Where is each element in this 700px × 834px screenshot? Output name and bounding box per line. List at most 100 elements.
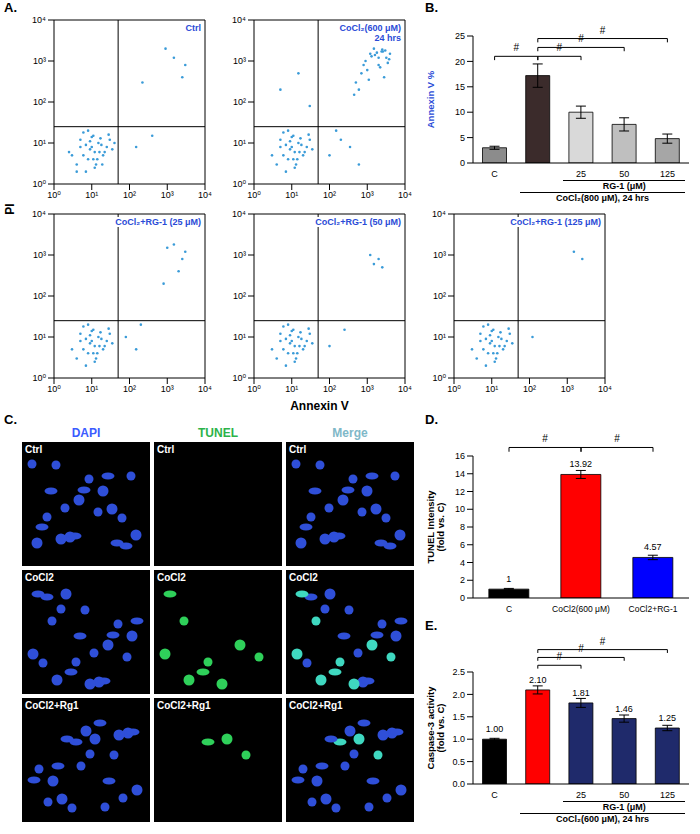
svg-text:C: C bbox=[506, 604, 512, 614]
svg-text:1.81: 1.81 bbox=[572, 688, 590, 698]
svg-text:125: 125 bbox=[660, 790, 675, 800]
svg-text:2.5: 2.5 bbox=[452, 667, 465, 677]
svg-text:#: # bbox=[557, 42, 563, 53]
svg-text:0: 0 bbox=[460, 158, 465, 168]
svg-text:10⁴: 10⁴ bbox=[198, 384, 212, 394]
svg-text:10⁰: 10⁰ bbox=[247, 190, 261, 200]
svg-text:10⁴: 10⁴ bbox=[398, 384, 412, 394]
svg-text:(fold vs. C): (fold vs. C) bbox=[435, 502, 446, 551]
svg-text:#: # bbox=[614, 433, 620, 444]
svg-text:20: 20 bbox=[455, 57, 465, 67]
svg-text:10⁴: 10⁴ bbox=[198, 190, 212, 200]
svg-text:10³: 10³ bbox=[433, 250, 446, 260]
svg-text:25: 25 bbox=[576, 169, 586, 179]
svg-text:10⁰: 10⁰ bbox=[232, 373, 246, 383]
svg-text:12: 12 bbox=[455, 487, 465, 497]
svg-text:10²: 10² bbox=[323, 190, 336, 200]
svg-text:50: 50 bbox=[619, 790, 629, 800]
svg-text:#: # bbox=[578, 643, 584, 654]
svg-text:10⁰: 10⁰ bbox=[432, 373, 446, 383]
svg-text:10²: 10² bbox=[233, 97, 246, 107]
svg-text:2.0: 2.0 bbox=[452, 690, 465, 700]
svg-text:10⁴: 10⁴ bbox=[432, 209, 446, 219]
svg-text:10¹: 10¹ bbox=[433, 332, 446, 342]
svg-text:10²: 10² bbox=[323, 384, 336, 394]
svg-text:25: 25 bbox=[455, 31, 465, 41]
svg-text:10¹: 10¹ bbox=[85, 190, 98, 200]
svg-text:14: 14 bbox=[455, 469, 465, 479]
svg-text:10²: 10² bbox=[33, 291, 46, 301]
svg-text:10⁴: 10⁴ bbox=[232, 15, 246, 25]
svg-text:TUNEL Intensity: TUNEL Intensity bbox=[425, 490, 436, 564]
svg-text:10³: 10³ bbox=[361, 384, 374, 394]
svg-text:1.25: 1.25 bbox=[659, 713, 677, 723]
svg-text:10¹: 10¹ bbox=[33, 332, 46, 342]
svg-text:10¹: 10¹ bbox=[85, 384, 98, 394]
svg-text:10: 10 bbox=[455, 107, 465, 117]
svg-text:10⁰: 10⁰ bbox=[32, 179, 46, 189]
svg-text:10¹: 10¹ bbox=[33, 138, 46, 148]
svg-text:10¹: 10¹ bbox=[233, 332, 246, 342]
svg-text:10⁰: 10⁰ bbox=[447, 384, 461, 394]
svg-text:10²: 10² bbox=[123, 384, 136, 394]
svg-text:0.0: 0.0 bbox=[452, 779, 465, 789]
svg-text:2.10: 2.10 bbox=[529, 675, 547, 685]
svg-text:CoCl2(600 μM): CoCl2(600 μM) bbox=[552, 604, 610, 614]
svg-text:10⁴: 10⁴ bbox=[598, 384, 612, 394]
svg-text:#: # bbox=[600, 25, 606, 36]
svg-text:10³: 10³ bbox=[161, 384, 174, 394]
svg-text:PI: PI bbox=[3, 203, 17, 214]
svg-text:10³: 10³ bbox=[161, 190, 174, 200]
svg-text:10¹: 10¹ bbox=[285, 384, 298, 394]
svg-text:10: 10 bbox=[455, 504, 465, 514]
svg-text:C: C bbox=[491, 790, 498, 800]
svg-text:#: # bbox=[542, 433, 548, 444]
svg-text:10⁰: 10⁰ bbox=[232, 179, 246, 189]
svg-text:15: 15 bbox=[455, 82, 465, 92]
svg-text:10³: 10³ bbox=[561, 384, 574, 394]
svg-text:1.0: 1.0 bbox=[452, 734, 465, 744]
svg-text:16: 16 bbox=[455, 451, 465, 461]
svg-text:8: 8 bbox=[460, 522, 465, 532]
svg-text:0: 0 bbox=[460, 593, 465, 603]
svg-text:50: 50 bbox=[619, 169, 629, 179]
svg-text:#: # bbox=[578, 33, 584, 44]
svg-text:10¹: 10¹ bbox=[485, 384, 498, 394]
svg-text:#: # bbox=[513, 42, 519, 53]
svg-text:10³: 10³ bbox=[33, 250, 46, 260]
svg-text:10⁰: 10⁰ bbox=[247, 384, 261, 394]
svg-text:10²: 10² bbox=[523, 384, 536, 394]
svg-text:Caspase-3 activity: Caspase-3 activity bbox=[425, 686, 436, 770]
svg-text:CoCl2+RG-1: CoCl2+RG-1 bbox=[629, 604, 678, 614]
svg-text:10⁴: 10⁴ bbox=[398, 190, 412, 200]
svg-text:4.57: 4.57 bbox=[644, 542, 662, 552]
svg-text:C: C bbox=[491, 169, 498, 179]
svg-text:10⁴: 10⁴ bbox=[32, 209, 46, 219]
svg-text:10⁴: 10⁴ bbox=[232, 209, 246, 219]
svg-text:25: 25 bbox=[576, 790, 586, 800]
svg-text:#: # bbox=[600, 636, 606, 647]
svg-text:1.00: 1.00 bbox=[486, 724, 504, 734]
svg-text:1.5: 1.5 bbox=[452, 712, 465, 722]
svg-text:1: 1 bbox=[506, 574, 511, 584]
svg-text:1.46: 1.46 bbox=[615, 704, 633, 714]
svg-text:10²: 10² bbox=[233, 291, 246, 301]
svg-text:2: 2 bbox=[460, 575, 465, 585]
svg-text:#: # bbox=[557, 651, 563, 662]
svg-text:5: 5 bbox=[460, 133, 465, 143]
svg-text:10⁰: 10⁰ bbox=[32, 373, 46, 383]
svg-text:10³: 10³ bbox=[361, 190, 374, 200]
svg-text:125: 125 bbox=[660, 169, 675, 179]
svg-text:4: 4 bbox=[460, 558, 465, 568]
svg-text:(fold vs. C): (fold vs. C) bbox=[435, 703, 446, 752]
svg-text:10¹: 10¹ bbox=[233, 138, 246, 148]
svg-text:10⁰: 10⁰ bbox=[47, 190, 61, 200]
svg-text:10¹: 10¹ bbox=[285, 190, 298, 200]
svg-text:10²: 10² bbox=[33, 97, 46, 107]
svg-text:10³: 10³ bbox=[33, 56, 46, 66]
svg-text:6: 6 bbox=[460, 540, 465, 550]
svg-text:Annexin V %: Annexin V % bbox=[425, 70, 436, 128]
svg-text:10³: 10³ bbox=[233, 56, 246, 66]
svg-text:10²: 10² bbox=[433, 291, 446, 301]
svg-text:10²: 10² bbox=[123, 190, 136, 200]
